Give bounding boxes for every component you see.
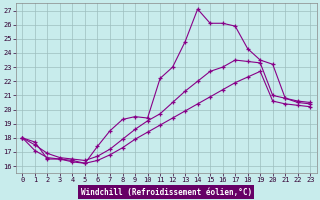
X-axis label: Windchill (Refroidissement éolien,°C): Windchill (Refroidissement éolien,°C) (81, 188, 252, 197)
